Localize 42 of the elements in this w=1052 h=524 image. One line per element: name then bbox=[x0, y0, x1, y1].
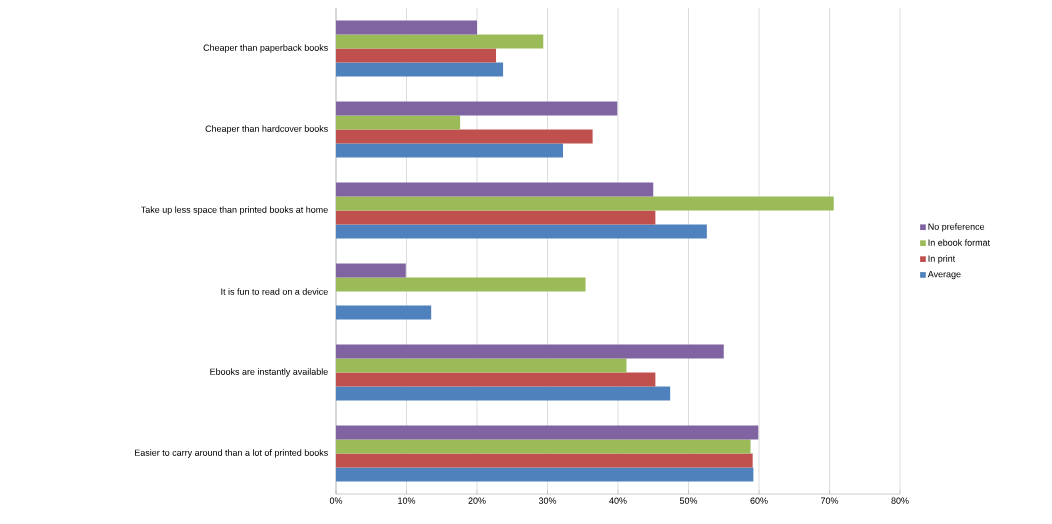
bar bbox=[336, 210, 656, 225]
y-tick-label: Cheaper than paperback books bbox=[203, 44, 328, 53]
x-tick-label: 10% bbox=[398, 497, 416, 504]
legend-label: Average bbox=[927, 271, 961, 280]
y-tick-label: Take up less space than printed books at home bbox=[141, 206, 328, 215]
x-tick-label: 70% bbox=[820, 497, 839, 504]
x-tick-label: 40% bbox=[609, 497, 627, 504]
legend-label: In ebook format bbox=[928, 239, 990, 246]
x-tick-label: 50% bbox=[679, 497, 698, 504]
y-tick-label: Easier to carry around than a lot of printed books bbox=[135, 449, 328, 458]
bar bbox=[336, 224, 707, 239]
bar bbox=[336, 439, 751, 454]
bar bbox=[336, 372, 656, 387]
bar bbox=[336, 263, 406, 278]
bar bbox=[336, 467, 754, 482]
bar bbox=[336, 34, 544, 49]
x-tick-label: 80% bbox=[891, 497, 909, 504]
bar bbox=[336, 305, 432, 320]
bar bbox=[336, 277, 586, 292]
bar bbox=[336, 143, 564, 158]
x-tick-label: 0% bbox=[329, 497, 343, 504]
bar bbox=[336, 20, 477, 35]
bar bbox=[336, 453, 753, 468]
x-tick-label: 60% bbox=[750, 497, 768, 504]
bar bbox=[336, 115, 461, 130]
bar bbox=[336, 425, 759, 440]
bar bbox=[336, 358, 627, 373]
y-tick-label: Cheaper than hardcover books bbox=[205, 125, 328, 134]
bar bbox=[336, 344, 724, 359]
y-tick-label: It is fun to read on a device bbox=[221, 288, 328, 295]
bar bbox=[336, 48, 497, 63]
legend-label: No preference bbox=[928, 223, 985, 232]
y-tick-label: Ebooks are instantly available bbox=[210, 368, 328, 377]
bar bbox=[336, 62, 504, 77]
legend-label: In print bbox=[928, 255, 956, 264]
x-tick-label: 20% bbox=[468, 497, 486, 504]
bar bbox=[336, 101, 618, 116]
bar bbox=[336, 196, 834, 211]
x-tick-label: 30% bbox=[538, 497, 557, 504]
bar bbox=[336, 386, 671, 401]
bar bbox=[336, 182, 654, 197]
bar bbox=[336, 129, 593, 144]
